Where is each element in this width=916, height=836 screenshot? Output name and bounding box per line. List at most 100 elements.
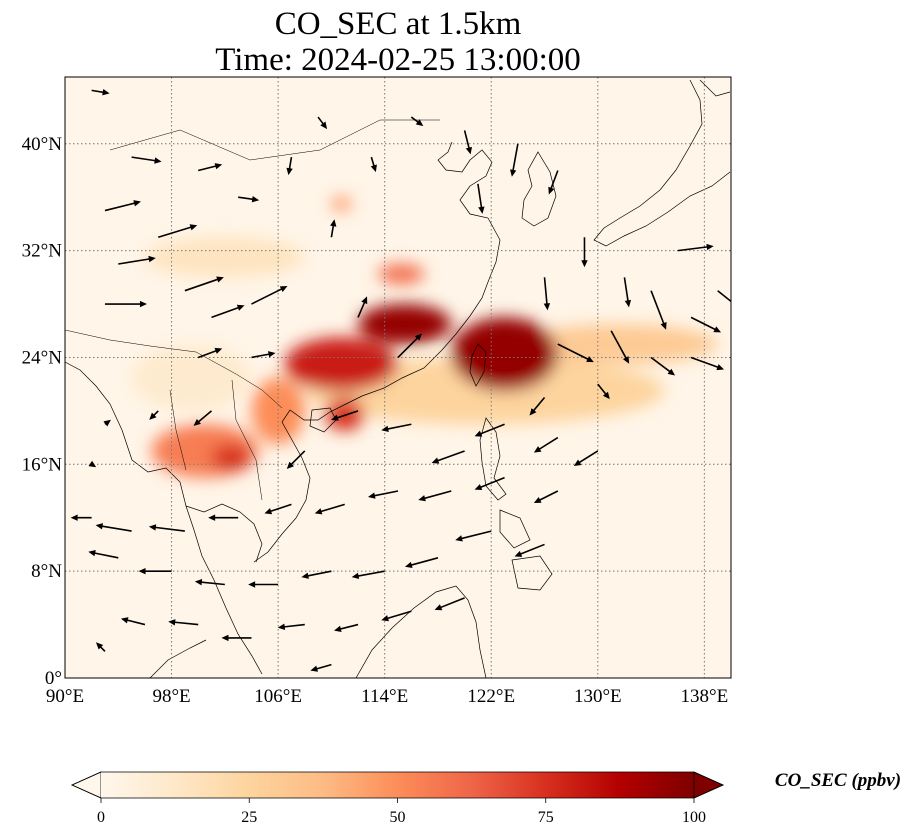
wind-arrow bbox=[286, 157, 293, 176]
colorbar-label: CO_SEC (ppbv) bbox=[775, 770, 901, 791]
latitude-labels: 0° 8°N 16°N 24°N 32°N 40°N bbox=[22, 134, 63, 689]
lat-tick-label: 32°N bbox=[22, 241, 63, 262]
wind-arrow bbox=[88, 550, 119, 559]
coastline-gulf-of-thailand bbox=[185, 503, 263, 563]
co-plume bbox=[378, 263, 425, 285]
wind-arrow bbox=[548, 170, 559, 195]
colorbar: 0 25 50 75 100 CO_SEC (ppbv) bbox=[71, 770, 901, 826]
wind-arrow bbox=[690, 316, 722, 333]
lon-tick-label: 130°E bbox=[574, 686, 622, 707]
colorbar-gradient bbox=[101, 772, 694, 798]
wind-arrow bbox=[717, 290, 731, 303]
map-title-line2: Time: 2024-02-25 13:00:00 bbox=[215, 42, 581, 78]
wind-arrow bbox=[277, 623, 305, 630]
wind-arrow bbox=[70, 514, 92, 521]
wind-arrow bbox=[238, 196, 260, 203]
coastline-sumatra bbox=[149, 639, 207, 678]
plot-frame bbox=[64, 76, 732, 679]
co-plume bbox=[131, 344, 252, 411]
lat-tick-label: 24°N bbox=[22, 347, 63, 368]
wind-arrow bbox=[131, 156, 162, 164]
lon-tick-label: 114°E bbox=[361, 686, 408, 707]
coastline-hainan bbox=[309, 407, 337, 433]
wind-arrow bbox=[118, 255, 156, 265]
co-plume bbox=[251, 377, 305, 445]
wind-arrow bbox=[514, 543, 545, 557]
wind-arrow bbox=[148, 524, 185, 532]
colorbar-tick-label: 0 bbox=[97, 809, 105, 826]
wind-arrow bbox=[248, 581, 279, 588]
co-plume bbox=[144, 237, 305, 278]
wind-arrow bbox=[410, 116, 424, 127]
wind-arrow bbox=[623, 277, 632, 308]
wind-arrow bbox=[334, 623, 359, 632]
co-plume bbox=[211, 444, 252, 471]
wind-arrow bbox=[211, 304, 245, 319]
wind-arrow bbox=[184, 276, 224, 292]
wind-arrow bbox=[198, 163, 223, 172]
wind-arrow bbox=[286, 450, 306, 469]
wind-arrow bbox=[573, 450, 599, 466]
co-plume bbox=[358, 304, 452, 345]
wind-arrow bbox=[557, 343, 594, 363]
coastline-japan bbox=[593, 79, 731, 247]
lon-tick-label: 138°E bbox=[681, 686, 729, 707]
wind-arrow bbox=[397, 333, 422, 359]
wind-arrow bbox=[650, 290, 667, 330]
co-plume bbox=[324, 397, 365, 431]
wind-arrow bbox=[264, 503, 292, 515]
wind-arrow bbox=[310, 663, 332, 672]
coastline-luzon bbox=[479, 417, 507, 501]
wind-arrow bbox=[581, 237, 588, 268]
wind-arrow bbox=[381, 610, 412, 622]
wind-arrow bbox=[381, 423, 412, 433]
co-plume bbox=[284, 337, 399, 391]
lon-tick-label: 106°E bbox=[254, 686, 302, 707]
co-concentration-layer bbox=[131, 197, 718, 478]
wind-arrow bbox=[138, 567, 172, 575]
coastline-borneo bbox=[355, 585, 487, 678]
lon-tick-label: 122°E bbox=[467, 686, 515, 707]
wind-arrow bbox=[168, 619, 199, 626]
colorbar-extend-min bbox=[71, 771, 102, 799]
wind-arrow bbox=[474, 476, 505, 491]
wind-arrow bbox=[331, 410, 359, 421]
wind-arrow bbox=[251, 286, 288, 305]
coastline-taiwan bbox=[469, 343, 487, 387]
wind-arrow bbox=[543, 277, 551, 311]
colorbar-ticks: 0 25 50 75 100 bbox=[97, 798, 706, 826]
wind-arrow bbox=[197, 347, 223, 359]
wind-arrow bbox=[529, 397, 546, 416]
lat-tick-label: 8°N bbox=[31, 561, 62, 582]
wind-arrow bbox=[509, 143, 519, 177]
map-title-line1: CO_SEC at 1.5km bbox=[274, 6, 522, 42]
coastline-hokkaido bbox=[699, 79, 731, 97]
wind-arrow bbox=[368, 490, 399, 499]
wind-arrow bbox=[677, 243, 714, 252]
wind-arrow bbox=[221, 634, 252, 642]
border-lines bbox=[65, 119, 440, 501]
wind-arrow bbox=[103, 419, 111, 427]
colorbar-tick-label: 25 bbox=[241, 809, 257, 826]
wind-arrow bbox=[88, 460, 97, 468]
wind-arrow bbox=[104, 200, 141, 212]
coastlines bbox=[65, 79, 731, 678]
longitude-labels: 90°E 98°E 106°E 114°E 122°E 130°E 138°E bbox=[46, 686, 728, 707]
wind-arrow bbox=[533, 490, 559, 504]
wind-arrow bbox=[434, 597, 465, 611]
wind-arrow bbox=[418, 490, 452, 502]
wind-arrow bbox=[463, 130, 473, 155]
colorbar-tick-label: 50 bbox=[390, 809, 406, 826]
colorbar-extend-max bbox=[693, 771, 724, 799]
wind-arrow bbox=[597, 383, 610, 400]
coastline-mindanao bbox=[511, 555, 553, 591]
wind-arrow bbox=[650, 356, 676, 376]
wind-arrow bbox=[455, 530, 492, 542]
co-plume bbox=[331, 197, 352, 211]
lat-tick-label: 16°N bbox=[22, 454, 63, 475]
wind-vectors bbox=[70, 89, 731, 672]
colorbar-tick-label: 75 bbox=[538, 809, 554, 826]
wind-arrow bbox=[690, 356, 725, 371]
coastline-visayas bbox=[499, 509, 531, 549]
